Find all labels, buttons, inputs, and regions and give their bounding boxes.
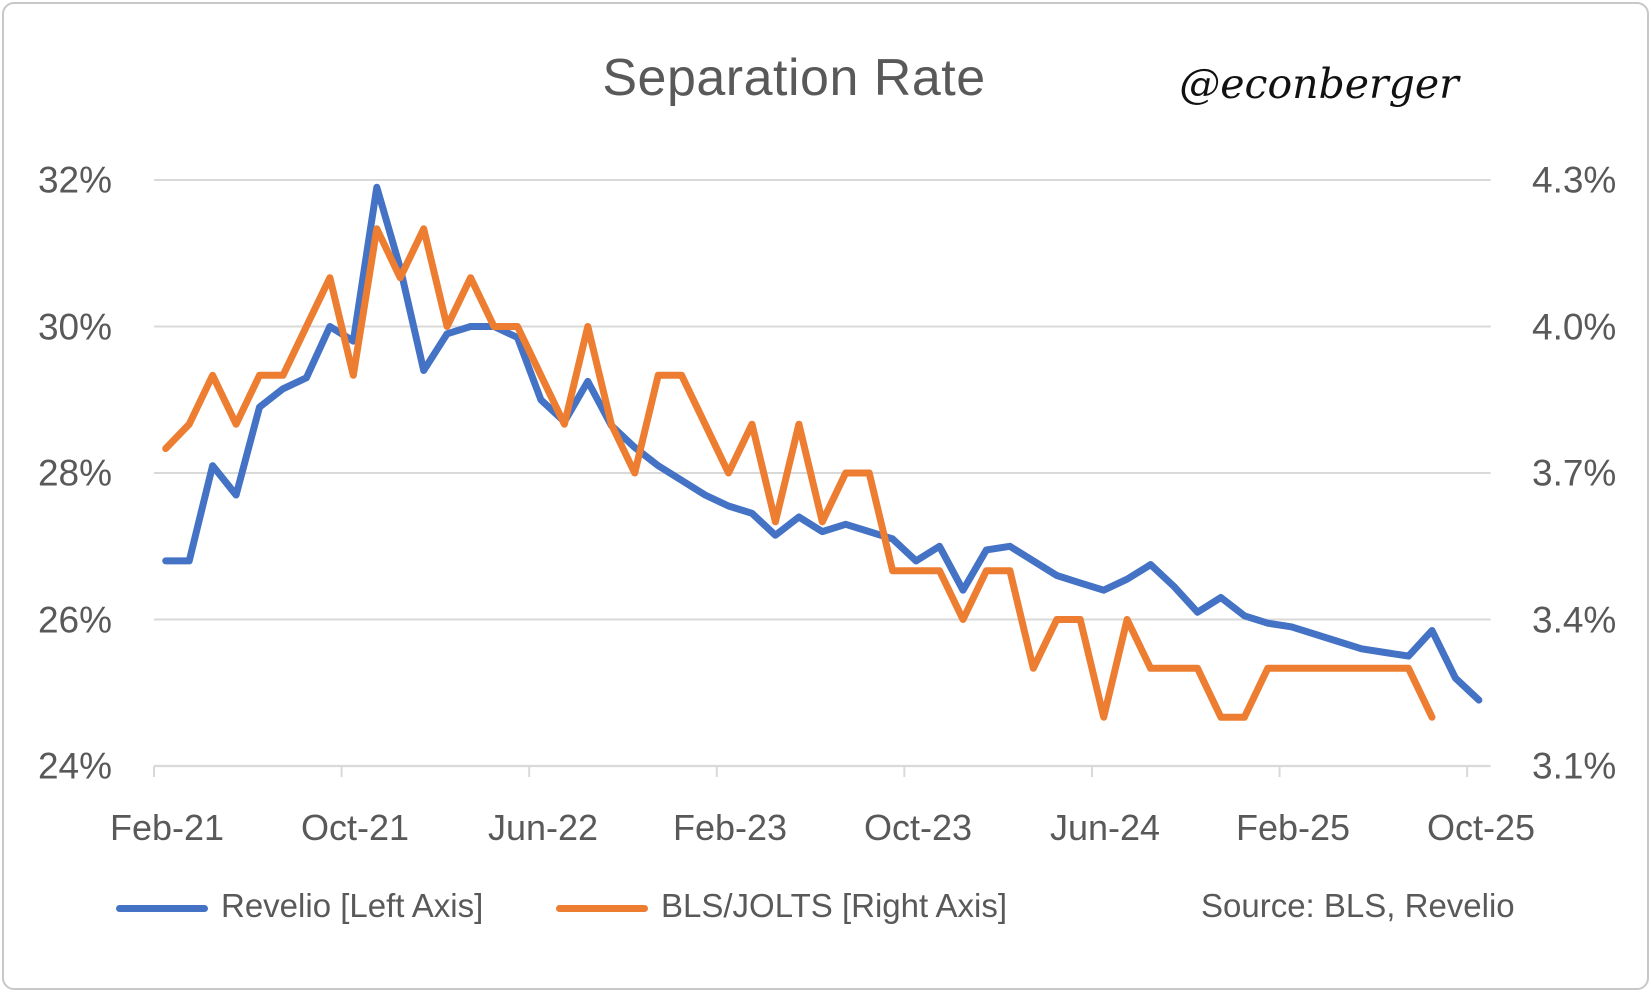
bls-jolts-line: [162, 225, 1436, 721]
x-axis-tick-label: Feb-23: [672, 807, 788, 848]
y-axis-right-tick-label: 3.4%: [1532, 599, 1617, 640]
attribution-handle: @econberger: [1179, 60, 1459, 108]
x-axis-tick-label: Oct-25: [1426, 807, 1536, 848]
legend-swatch-revelio: [116, 905, 208, 912]
legend-label-revelio: Revelio [Left Axis]: [221, 887, 484, 924]
legend-swatch-bls-jolts: [556, 905, 648, 912]
x-axis-tick-label: Feb-21: [109, 807, 225, 848]
y-axis-left-tick-label: 32%: [37, 159, 112, 201]
chart-title: Separation Rate: [602, 49, 986, 107]
revelio-line: [162, 183, 1483, 704]
x-axis-tick-label: Oct-23: [863, 807, 973, 848]
line-chart-plot-area: [153, 179, 1491, 777]
y-axis-right-tick-label: 4.3%: [1532, 159, 1617, 201]
y-axis-right-tick-label: 3.7%: [1532, 452, 1617, 494]
x-axis-tick-label: Jun-24: [1049, 807, 1161, 848]
x-axis-tick-label: Oct-21: [300, 807, 410, 848]
y-axis-left-tick-label: 24%: [37, 745, 112, 787]
x-axis-tick-label: Feb-25: [1235, 807, 1351, 848]
legend-label-bls-jolts: BLS/JOLTS [Right Axis]: [661, 887, 1008, 924]
source-note: Source: BLS, Revelio: [1201, 887, 1515, 924]
y-axis-left-tick-label: 26%: [37, 599, 112, 640]
y-axis-right-tick-label: 3.1%: [1532, 745, 1617, 787]
y-axis-left-tick-label: 28%: [37, 452, 112, 494]
y-axis-right-tick-label: 4.0%: [1532, 306, 1617, 347]
y-axis-left-tick-label: 30%: [37, 306, 112, 347]
x-axis-tick-label: Jun-22: [487, 807, 599, 848]
